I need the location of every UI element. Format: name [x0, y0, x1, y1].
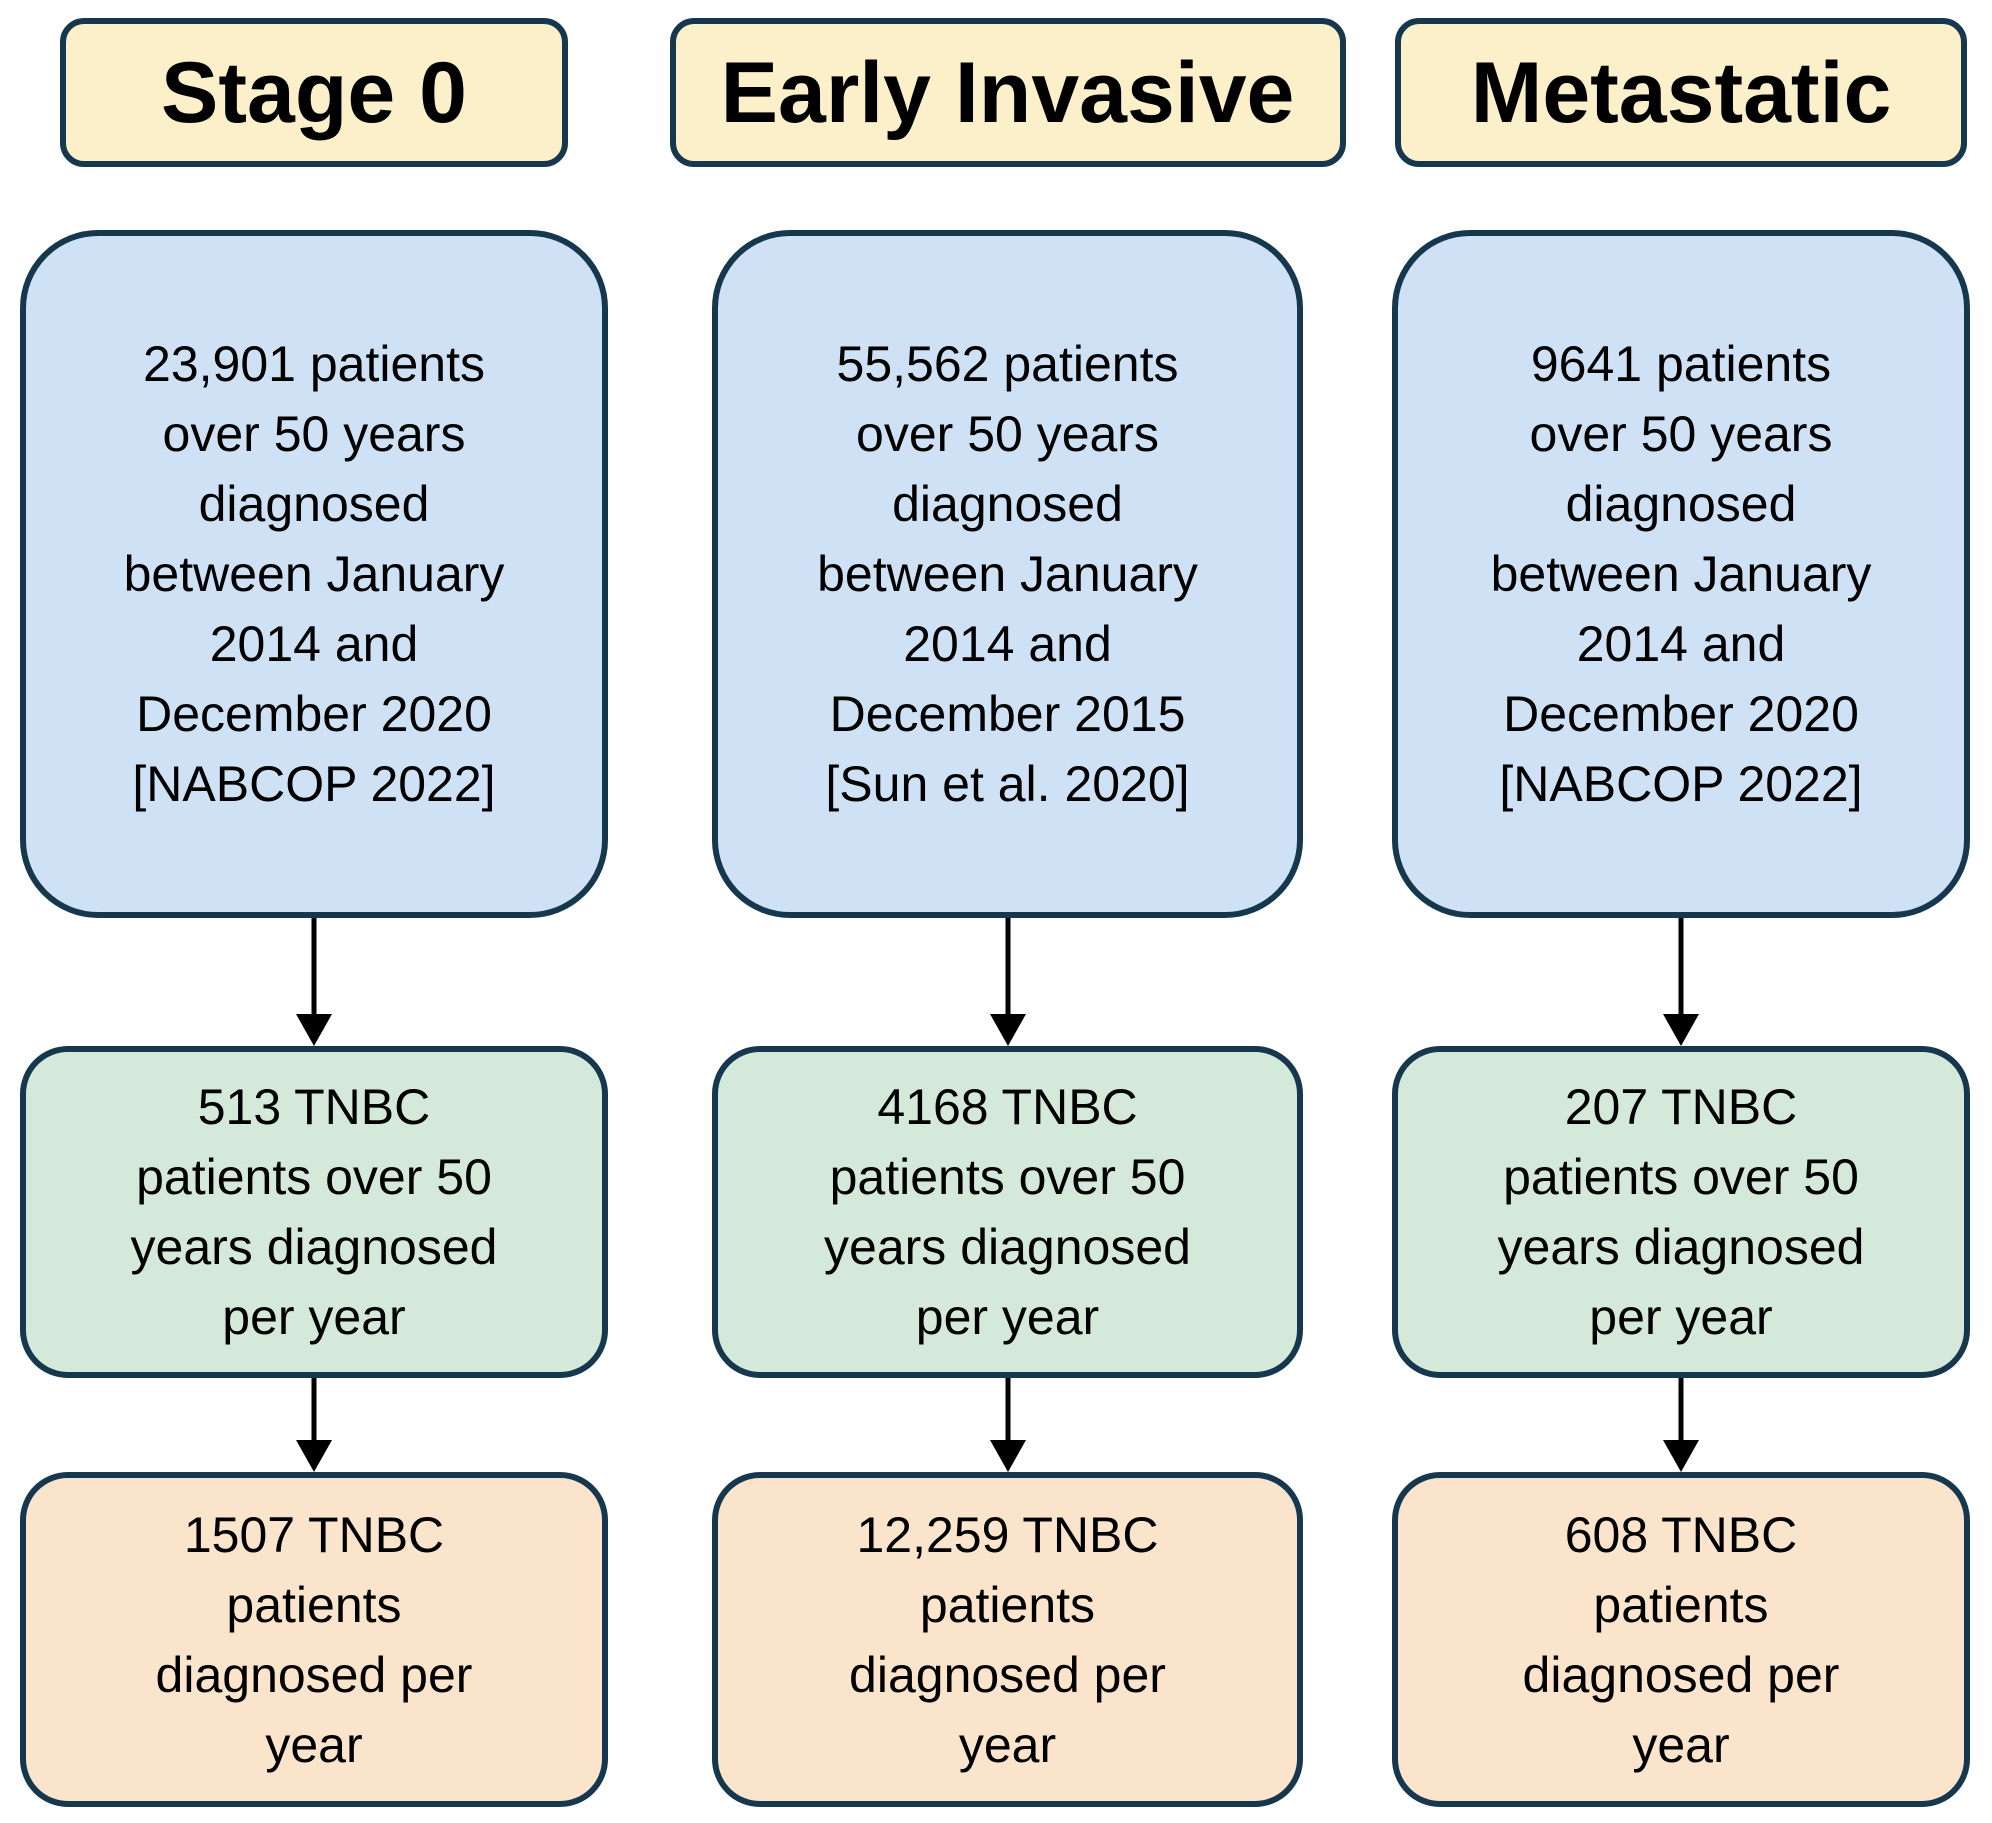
total-per-year-text: 12,259 TNBC patients diagnosed per year — [849, 1506, 1166, 1773]
stage-header: Metastatic — [1395, 18, 1967, 167]
cohort-text: 23,901 patients over 50 years diagnosed … — [123, 336, 505, 812]
tnbc-per-year-box: 4168 TNBC patients over 50 years diagnos… — [712, 1046, 1303, 1378]
stage-header: Early Invasive — [669, 18, 1346, 167]
tnbc-per-year-text: 513 TNBC patients over 50 years diagnose… — [130, 1079, 498, 1345]
column-early-invasive: Early Invasive 55,562 patients over 50 y… — [669, 0, 1346, 1807]
total-per-year-text: 1507 TNBC patients diagnosed per year — [155, 1506, 473, 1773]
tnbc-per-year-text: 4168 TNBC patients over 50 years diagnos… — [824, 1079, 1191, 1345]
tnbc-per-year-text: 207 TNBC patients over 50 years diagnose… — [1497, 1079, 1865, 1345]
total-per-year-text: 608 TNBC patients diagnosed per year — [1522, 1506, 1840, 1773]
column-metastatic: Metastatic 9641 patients over 50 years d… — [1392, 0, 1970, 1807]
stage-header-label: Metastatic — [1470, 44, 1892, 141]
down-arrow-icon — [989, 918, 1026, 1046]
tnbc-per-year-box: 207 TNBC patients over 50 years diagnose… — [1392, 1046, 1970, 1378]
cohort-box: 55,562 patients over 50 years diagnosed … — [712, 230, 1303, 918]
total-per-year-box: 12,259 TNBC patients diagnosed per year — [712, 1472, 1303, 1807]
stage-header-label: Stage 0 — [161, 44, 467, 141]
cohort-box: 23,901 patients over 50 years diagnosed … — [20, 230, 608, 918]
down-arrow-icon — [1663, 1378, 1699, 1472]
stage-header: Stage 0 — [60, 18, 568, 167]
cohort-box: 9641 patients over 50 years diagnosed be… — [1392, 230, 1970, 918]
column-stage-0: Stage 0 23,901 patients over 50 years di… — [20, 0, 608, 1807]
total-per-year-box: 1507 TNBC patients diagnosed per year — [20, 1472, 608, 1807]
tnbc-per-year-box: 513 TNBC patients over 50 years diagnose… — [20, 1046, 608, 1378]
cohort-text: 55,562 patients over 50 years diagnosed … — [817, 336, 1198, 812]
total-per-year-box: 608 TNBC patients diagnosed per year — [1392, 1472, 1970, 1807]
down-arrow-icon — [989, 1378, 1026, 1472]
stage-header-label: Early Invasive — [720, 44, 1295, 141]
down-arrow-icon — [1663, 918, 1699, 1046]
down-arrow-icon — [296, 1378, 332, 1472]
cohort-text: 9641 patients over 50 years diagnosed be… — [1490, 336, 1872, 812]
down-arrow-icon — [296, 918, 332, 1046]
